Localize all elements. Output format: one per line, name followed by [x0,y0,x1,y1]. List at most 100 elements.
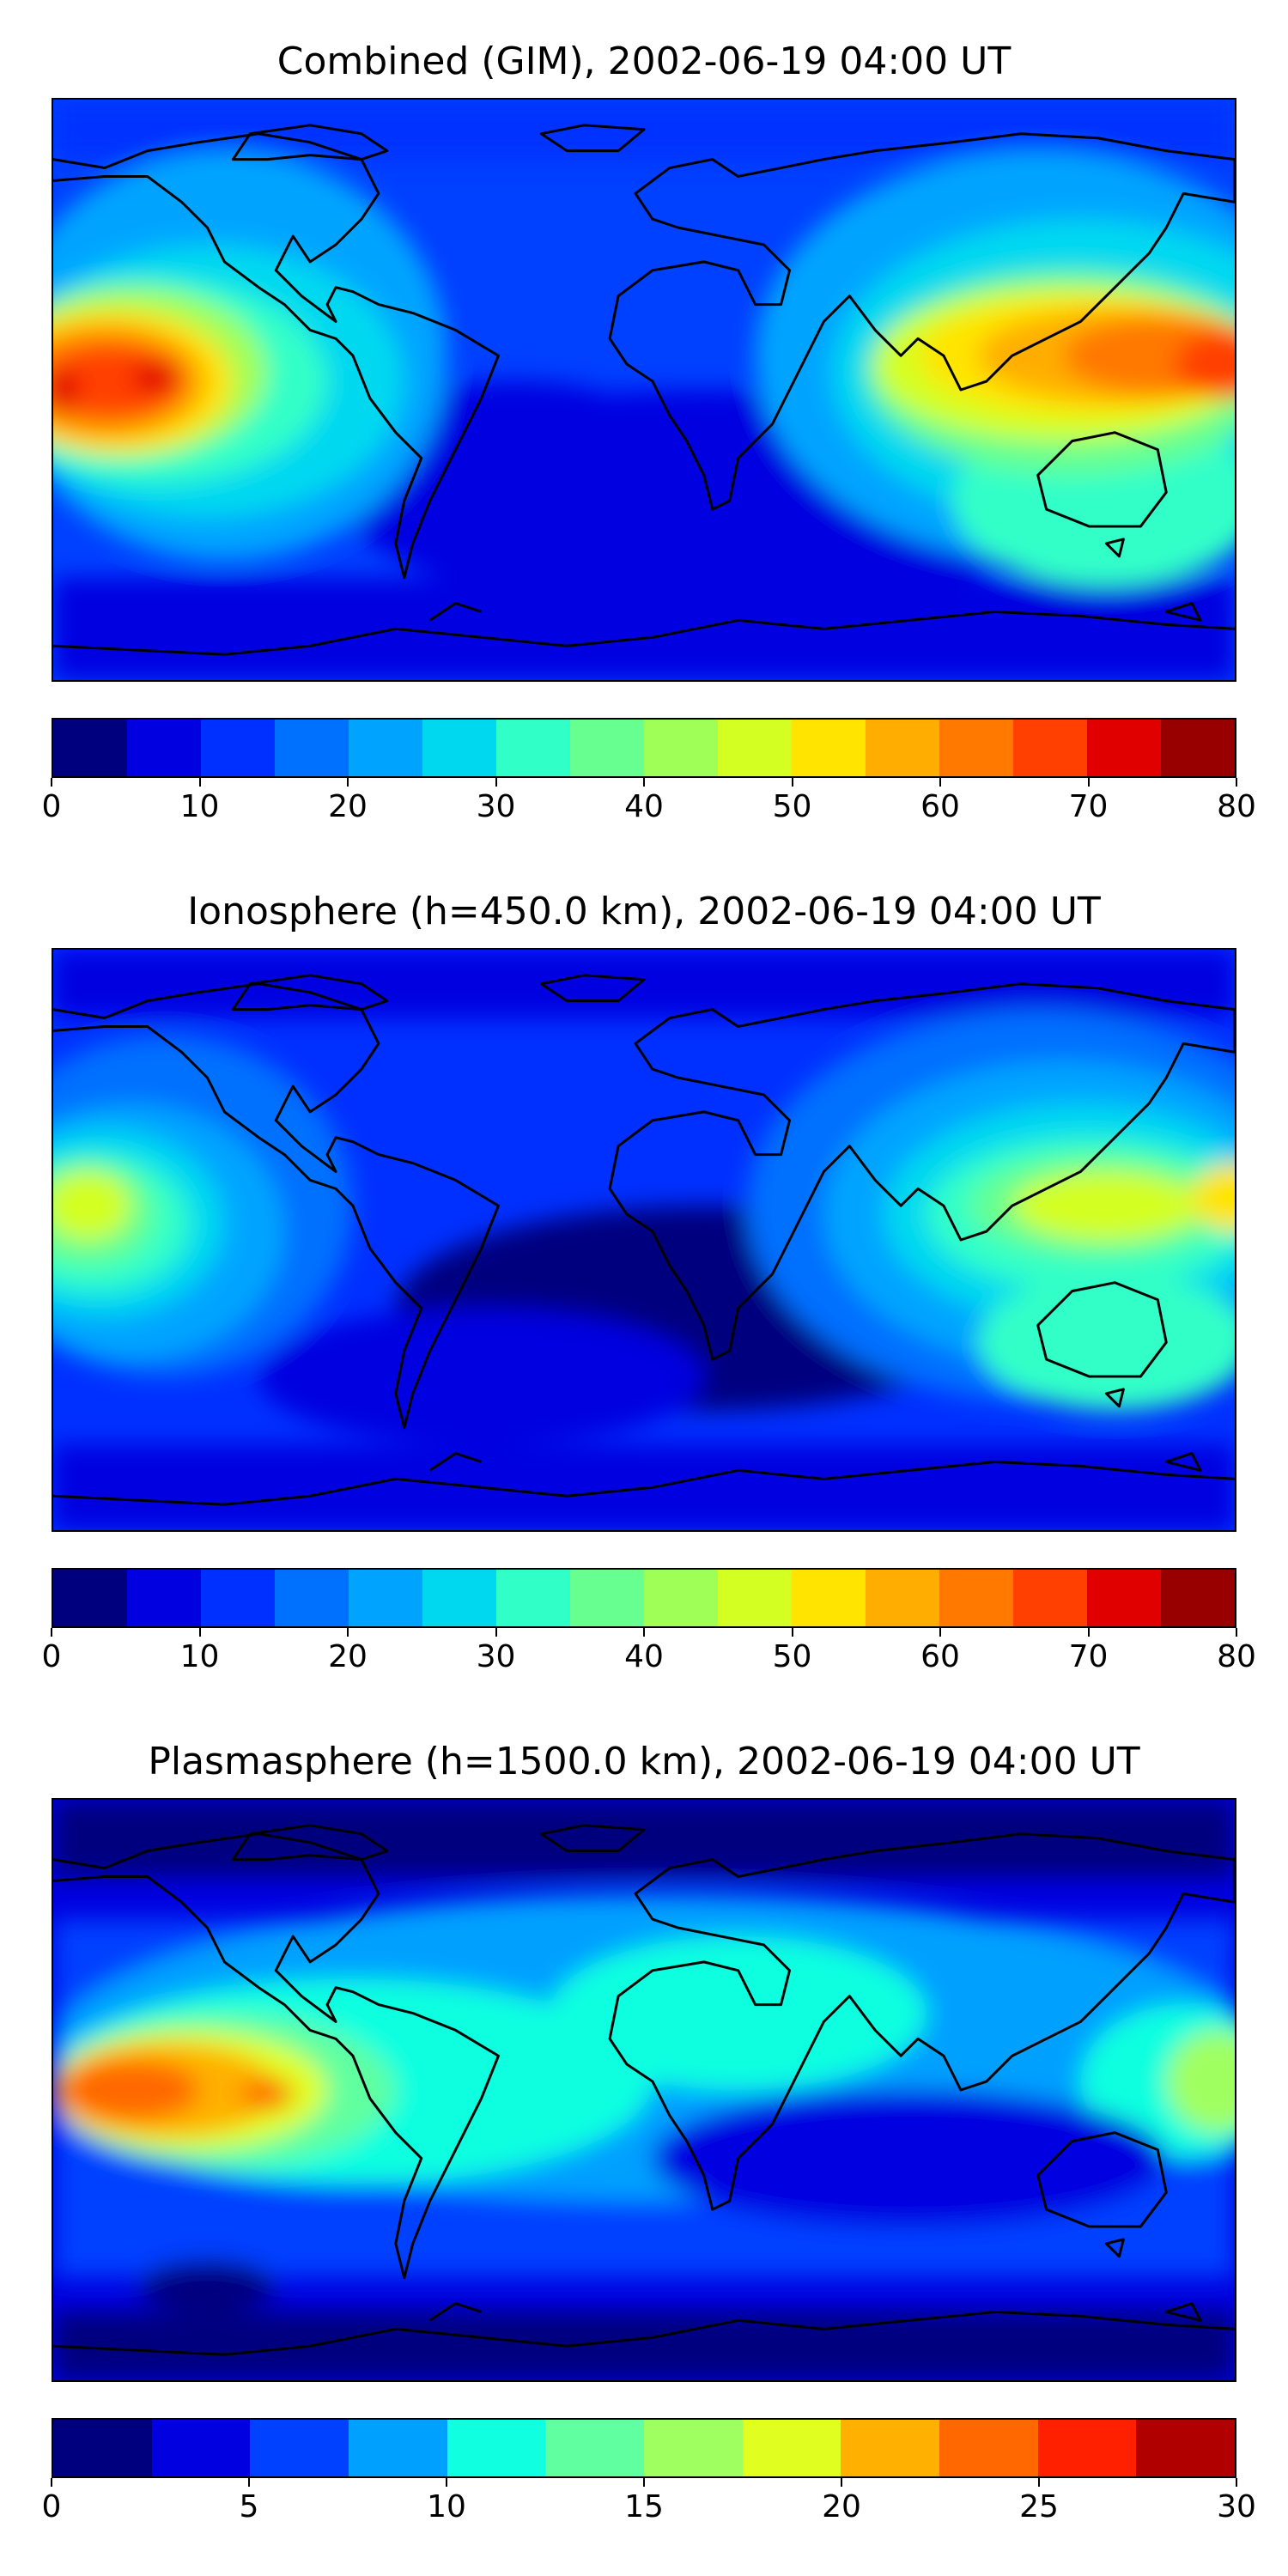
colorbar-segment [570,1570,644,1626]
colorbar-tick-mark [1038,2478,1040,2487]
colorbar-segment [866,1570,939,1626]
colorbar-segment [1037,2420,1137,2476]
colorbar-tick-label: 60 [920,789,960,824]
colorbar-segment [718,1570,792,1626]
coastline-overlay [53,1824,1235,2356]
map-field-combined [53,100,1235,680]
colorbar-segment [349,1570,422,1626]
colorbar-segment [201,720,275,776]
colorbar-tick-label: 70 [1068,1639,1109,1674]
colorbar-tick-label: 60 [920,1639,960,1674]
colorbar-tick-mark [1236,778,1237,787]
colorbar-segment [841,2420,940,2476]
colorbar-segment [53,2420,152,2476]
colorbar-ionosphere [52,1568,1236,1628]
colorbar-segment [1087,720,1161,776]
colorbar-tick-mark [791,1628,793,1637]
colorbar-tick-label: 30 [476,789,516,824]
coastline-overlay [53,974,1235,1506]
colorbar-segment [201,1570,275,1626]
colorbar-tick-label: 10 [427,2489,466,2524]
colorbar-tick-mark [446,2478,447,2487]
colorbar-tick-mark [939,1628,941,1637]
map-field-ionosphere [53,950,1235,1530]
map-combined [52,98,1236,682]
colorbar-tick-mark [1236,2478,1237,2487]
colorbar-segment [127,1570,201,1626]
panel-title-ionosphere: Ionosphere (h=450.0 km), 2002-06-19 04:0… [187,890,1101,933]
colorbar-tick-label: 50 [772,1639,812,1674]
colorbar-segment [1161,1570,1235,1626]
colorbar-tick-mark [51,1628,52,1637]
colorbar-ticks-combined: 0 10 20 30 40 50 60 70 80 [42,778,1256,829]
colorbar-tick-label: 10 [179,789,220,824]
colorbar-plasmasphere [52,2418,1236,2478]
map-field-plasmasphere [53,1800,1235,2380]
colorbar-segment [1161,720,1235,776]
colorbar-segment [496,720,570,776]
colorbar-segment [644,720,718,776]
colorbar-tick-mark [643,1628,645,1637]
colorbar-tick-label: 50 [772,789,812,824]
colorbar-segment [866,720,939,776]
colorbar-segment [349,720,422,776]
colorbar-tick-mark [495,778,497,787]
colorbar-tick-label: 40 [624,789,664,824]
colorbar-segment [151,2420,251,2476]
colorbar-tick-label: 20 [822,2489,861,2524]
colorbar-tick-mark [1087,778,1090,787]
colorbar-tick-label: 70 [1068,789,1109,824]
colorbar-tick-label: 0 [41,1639,62,1674]
colorbar-tick-label: 20 [328,789,368,824]
colorbar-tick-mark [1236,1628,1237,1637]
colorbar-ticks-ionosphere: 0 10 20 30 40 50 60 70 80 [42,1628,1256,1680]
colorbar-segment [1087,1570,1161,1626]
colorbar-tick-mark [248,2478,250,2487]
colorbar-segment [742,2420,841,2476]
colorbar-tick-label: 0 [41,2489,62,2524]
colorbar-tick-mark [198,1628,201,1637]
colorbar-segment [349,2420,447,2476]
colorbar-segment [939,2420,1038,2476]
colorbar-tick-mark [51,778,52,787]
colorbar-segment [939,720,1013,776]
colorbar-tick-mark [1087,1628,1090,1637]
map-plasmasphere [52,1798,1236,2382]
colorbar-tick-mark [51,2478,52,2487]
colorbar-tick-label: 30 [476,1639,516,1674]
panel-title-plasmasphere: Plasmasphere (h=1500.0 km), 2002-06-19 0… [148,1740,1140,1783]
colorbar-tick-label: 30 [1217,2489,1256,2524]
colorbar-ticks-plasmasphere: 0 5 10 15 20 25 30 [42,2478,1256,2530]
colorbar-segment [447,2420,546,2476]
colorbar-segment [718,720,792,776]
colorbar-tick-label: 10 [179,1639,220,1674]
colorbar-tick-mark [841,2478,842,2487]
colorbar-segment [939,1570,1013,1626]
colorbar-tick-label: 40 [624,1639,664,1674]
colorbar-segment [1136,2420,1236,2476]
colorbar-tick-label: 80 [1217,789,1256,824]
colorbar-tick-label: 0 [41,789,62,824]
colorbar-tick-mark [643,778,645,787]
colorbar-segment [53,1570,127,1626]
colorbar-segment [1013,720,1087,776]
colorbar-tick-mark [643,2478,645,2487]
colorbar-segment [250,2420,349,2476]
colorbar-segment [644,1570,718,1626]
colorbar-segment [275,1570,349,1626]
colorbar-segment [1013,1570,1087,1626]
colorbar-segment [422,720,496,776]
colorbar-segment [545,2420,645,2476]
colorbar-tick-mark [198,778,201,787]
colorbar-tick-mark [939,778,941,787]
colorbar-tick-mark [495,1628,497,1637]
colorbar-tick-label: 15 [624,2489,664,2524]
colorbar-segment [53,720,127,776]
colorbar-segment [644,2420,743,2476]
colorbar-tick-mark [347,1628,349,1637]
colorbar-tick-label: 20 [328,1639,368,1674]
colorbar-segment [496,1570,570,1626]
colorbar-tick-mark [347,778,349,787]
colorbar-segment [792,720,866,776]
colorbar-segment [127,720,201,776]
